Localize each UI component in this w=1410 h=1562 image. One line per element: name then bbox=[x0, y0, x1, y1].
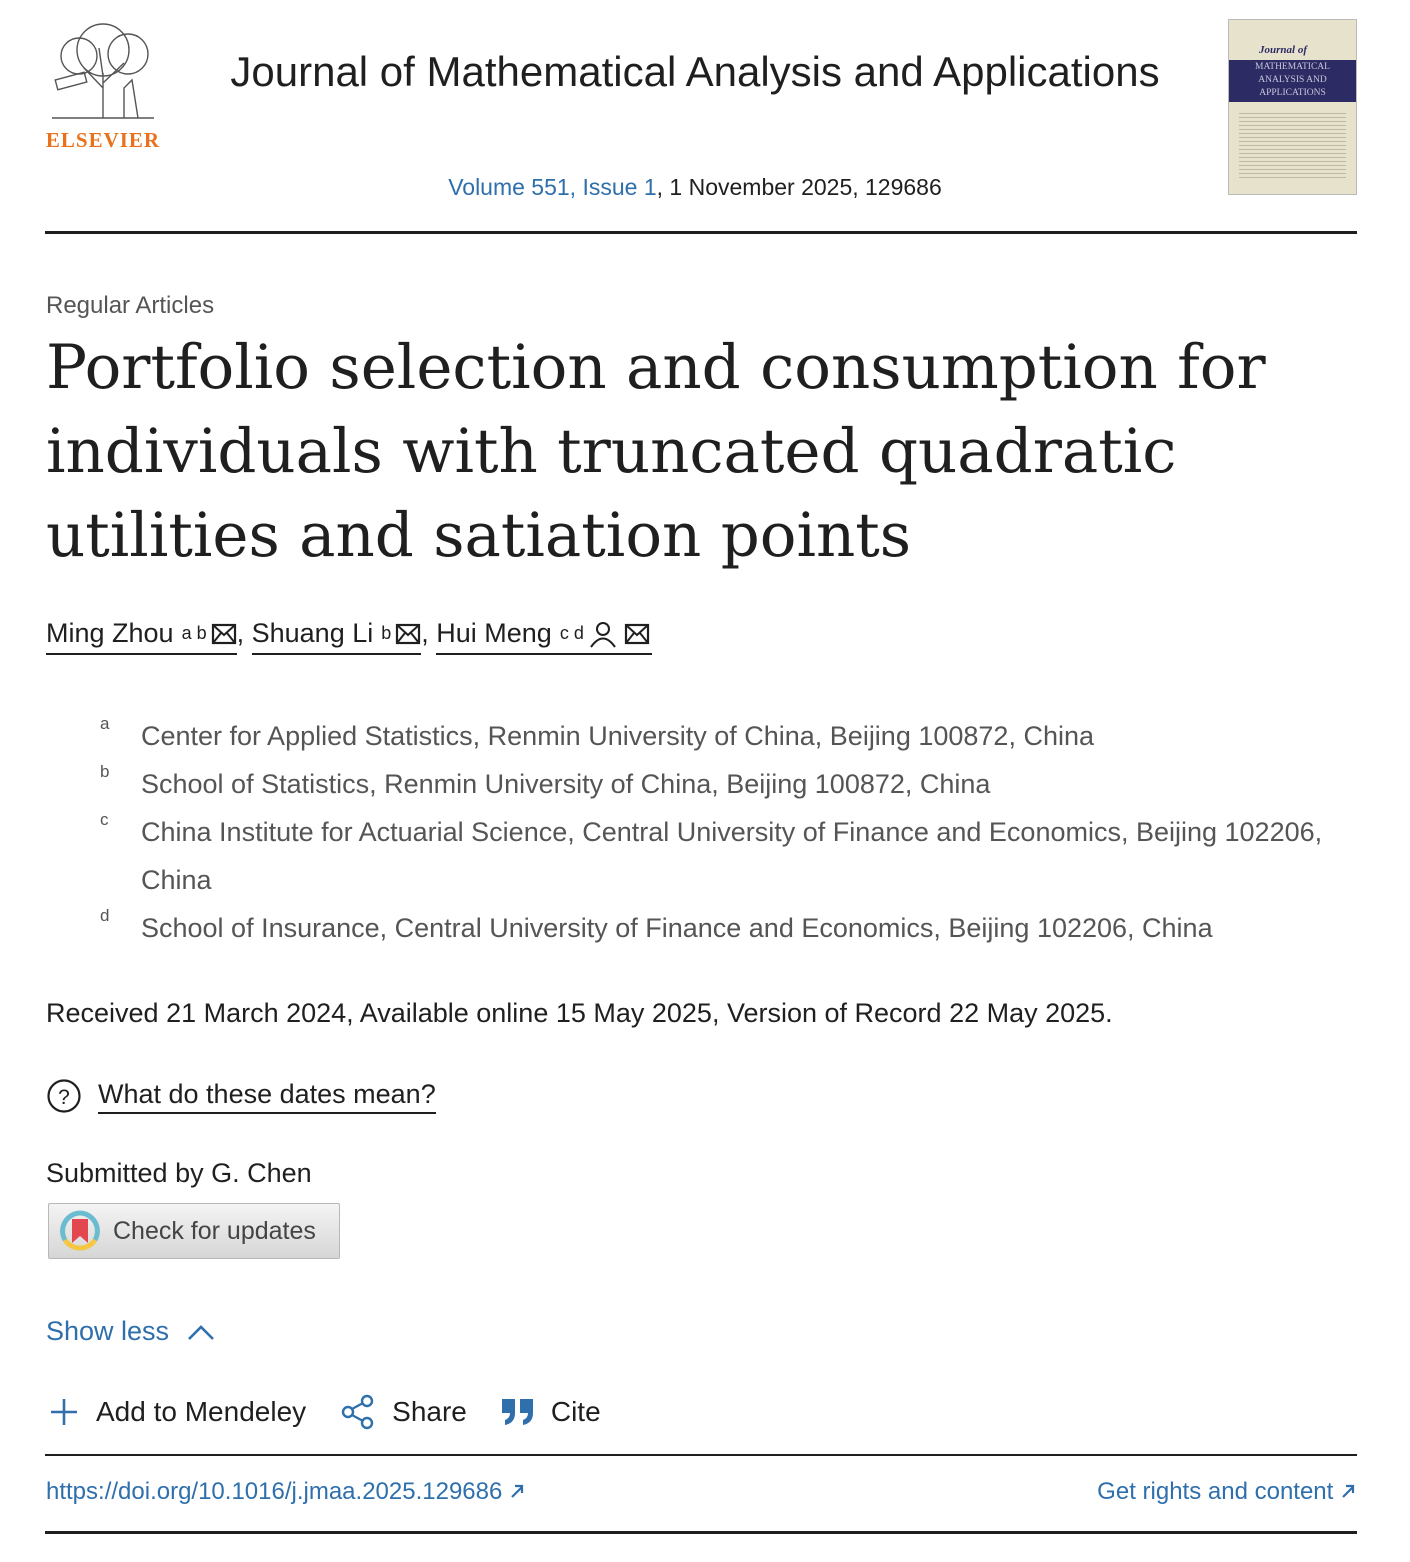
cover-title-line: APPLICATIONS bbox=[1259, 88, 1326, 98]
share-button[interactable]: Share bbox=[340, 1394, 467, 1430]
author-name: Hui Meng bbox=[436, 618, 552, 648]
cover-editorial-board bbox=[1239, 110, 1346, 180]
external-link-icon bbox=[1342, 1484, 1355, 1498]
show-less-toggle[interactable]: Show less bbox=[46, 1316, 215, 1347]
affiliation-text: School of Statistics, Renmin University … bbox=[141, 769, 991, 799]
question-circle-icon: ? bbox=[47, 1079, 81, 1113]
journal-cover-image[interactable]: Journal of MATHEMATICAL ANALYSIS AND APP… bbox=[1228, 19, 1357, 195]
rights-text: Get rights and content bbox=[1097, 1478, 1334, 1505]
dates-help-text: What do these dates mean? bbox=[98, 1079, 436, 1114]
affiliation-label: d bbox=[100, 906, 110, 925]
issue-date: , 1 November 2025, 129686 bbox=[656, 174, 942, 200]
cover-title-line: ANALYSIS AND bbox=[1258, 75, 1327, 85]
author-hui-meng[interactable]: Hui Meng c d bbox=[436, 618, 652, 655]
quote-icon bbox=[501, 1399, 533, 1425]
journal-title-link[interactable]: Journal of Mathematical Analysis and App… bbox=[230, 48, 1160, 95]
author-name: Shuang Li bbox=[251, 618, 374, 648]
author-affiliations: c d bbox=[559, 623, 584, 643]
article-title: Portfolio selection and consumption for … bbox=[46, 332, 1266, 571]
mail-icon bbox=[624, 623, 649, 644]
affiliation-text: China Institute for Actuarial Science, C… bbox=[141, 817, 1323, 895]
cite-button[interactable]: Cite bbox=[501, 1394, 601, 1430]
actions-divider bbox=[45, 1454, 1357, 1456]
cover-title-line: MATHEMATICAL bbox=[1255, 62, 1330, 72]
check-for-updates-button[interactable]: Check for updates bbox=[48, 1203, 340, 1259]
author-ming-zhou[interactable]: Ming Zhou a b bbox=[46, 618, 237, 655]
separator: , bbox=[421, 618, 437, 648]
affiliation-list: a Center for Applied Statistics, Renmin U… bbox=[100, 712, 1360, 952]
mail-icon bbox=[211, 623, 236, 644]
check-for-updates-label: Check for updates bbox=[113, 1216, 316, 1245]
author-affiliations: b bbox=[381, 623, 392, 643]
journal-issue-info: Volume 551, Issue 1, 1 November 2025, 12… bbox=[230, 174, 1160, 201]
publisher-name: ELSEVIER bbox=[45, 128, 161, 152]
crossmark-icon bbox=[60, 1210, 100, 1251]
mail-icon bbox=[396, 623, 421, 644]
affiliation-label: a bbox=[100, 714, 110, 733]
cite-label: Cite bbox=[550, 1396, 601, 1427]
add-to-mendeley-button[interactable]: Add to Mendeley bbox=[48, 1394, 306, 1430]
affiliation-label: b bbox=[100, 762, 110, 781]
plus-icon bbox=[51, 1399, 77, 1425]
svg-text:?: ? bbox=[58, 1086, 70, 1109]
article-actions: Add to Mendeley Share Cite bbox=[48, 1394, 601, 1430]
author-shuang-li[interactable]: Shuang Li b bbox=[251, 618, 422, 655]
author-affiliations: a b bbox=[181, 623, 207, 643]
person-icon bbox=[590, 621, 616, 648]
author-name: Ming Zhou bbox=[46, 618, 174, 648]
affiliation-label: c bbox=[100, 810, 109, 829]
doi-text: https://doi.org/10.1016/j.jmaa.2025.1296… bbox=[46, 1478, 503, 1505]
affiliation-b: b School of Statistics, Renmin University… bbox=[100, 760, 1360, 808]
volume-issue-link[interactable]: Volume 551, Issue 1 bbox=[448, 174, 657, 200]
article-dates: Received 21 March 2024, Available online… bbox=[46, 998, 1113, 1028]
share-icon bbox=[341, 1394, 374, 1430]
share-label: Share bbox=[392, 1396, 467, 1427]
affiliation-text: School of Insurance, Central University … bbox=[141, 913, 1213, 943]
show-less-label: Show less bbox=[46, 1316, 170, 1346]
article-section: Regular Articles bbox=[46, 292, 215, 319]
affiliation-text: Center for Applied Statistics, Renmin Un… bbox=[141, 721, 1094, 751]
doi-link[interactable]: https://doi.org/10.1016/j.jmaa.2025.1296… bbox=[46, 1478, 525, 1506]
get-rights-link[interactable]: Get rights and content bbox=[1097, 1478, 1356, 1506]
submitted-by: Submitted by G. Chen bbox=[46, 1158, 312, 1188]
journal-title[interactable]: Journal of Mathematical Analysis and App… bbox=[230, 40, 1160, 104]
cover-title-band: MATHEMATICAL ANALYSIS AND APPLICATIONS bbox=[1229, 60, 1356, 102]
separator: , bbox=[236, 618, 252, 648]
affiliation-d: d School of Insurance, Central University… bbox=[100, 904, 1360, 952]
tree-logo-icon bbox=[52, 23, 154, 119]
add-to-mendeley-label: Add to Mendeley bbox=[96, 1396, 307, 1427]
affiliation-a: a Center for Applied Statistics, Renmin U… bbox=[100, 712, 1360, 760]
author-list: Ming Zhou a b , Shuang Li b , Hui Meng c d bbox=[46, 618, 652, 655]
chevron-up-icon bbox=[188, 1324, 214, 1340]
affiliation-c: c China Institute for Actuarial Science, … bbox=[100, 808, 1360, 904]
footer-divider bbox=[45, 1531, 1357, 1534]
header-divider bbox=[45, 231, 1357, 234]
elsevier-logo[interactable]: ELSEVIER bbox=[44, 18, 162, 153]
external-link-icon bbox=[511, 1484, 524, 1498]
dates-help-link[interactable]: ? What do these dates mean? bbox=[46, 1078, 436, 1114]
cover-script-title: Journal of bbox=[1259, 44, 1307, 56]
